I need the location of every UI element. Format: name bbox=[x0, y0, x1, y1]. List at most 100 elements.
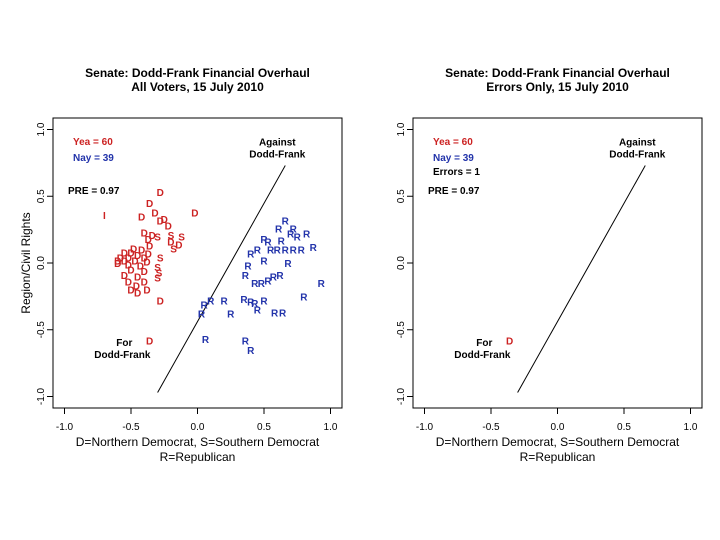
point-northern-democrat: D bbox=[114, 256, 121, 267]
against-label-2: Dodd-Frank bbox=[249, 150, 306, 161]
x-tick-label: 1.0 bbox=[324, 422, 338, 433]
panel-errors-only: Senate: Dodd-Frank Financial Overhaul Err… bbox=[396, 66, 703, 464]
point-republican: R bbox=[247, 298, 255, 309]
point-northern-democrat: D bbox=[131, 256, 138, 267]
chart-title: Senate: Dodd-Frank Financial Overhaul bbox=[85, 66, 310, 80]
point-republican: R bbox=[202, 335, 210, 346]
x-tick-label: -1.0 bbox=[416, 422, 434, 433]
point-northern-democrat: D bbox=[114, 259, 121, 270]
point-northern-democrat: D bbox=[121, 248, 128, 259]
point-republican: R bbox=[298, 246, 306, 257]
point-republican: R bbox=[270, 272, 278, 283]
point-republican: R bbox=[294, 232, 302, 243]
point-republican: R bbox=[282, 216, 290, 227]
point-republican: R bbox=[220, 296, 228, 307]
chart-subtitle: All Voters, 15 July 2010 bbox=[131, 80, 264, 94]
x-axis-label-2: R=Republican bbox=[520, 450, 596, 464]
point-republican: R bbox=[276, 271, 284, 282]
point-northern-democrat: D bbox=[143, 258, 150, 269]
point-northern-democrat: D bbox=[121, 256, 128, 267]
yea-count: Yea = 60 bbox=[73, 137, 113, 148]
point-republican: R bbox=[275, 224, 283, 235]
point-republican: R bbox=[300, 292, 308, 303]
point-republican: R bbox=[251, 279, 259, 290]
point-northern-democrat: D bbox=[149, 231, 156, 242]
point-northern-democrat: D bbox=[157, 216, 164, 227]
point-republican: R bbox=[278, 236, 286, 247]
point-republican: R bbox=[267, 246, 275, 257]
y-tick-label: 0.5 bbox=[396, 189, 407, 203]
x-tick-label: -0.5 bbox=[482, 422, 500, 433]
against-label: Against bbox=[259, 138, 296, 149]
errors-count: Errors = 1 bbox=[433, 167, 480, 178]
point-northern-democrat: D bbox=[145, 250, 152, 261]
cutting-line bbox=[157, 165, 286, 393]
point-northern-democrat: D bbox=[125, 260, 132, 271]
chart-title: Senate: Dodd-Frank Financial Overhaul bbox=[445, 66, 670, 80]
x-tick-label: -0.5 bbox=[122, 422, 140, 433]
point-northern-democrat: D bbox=[157, 188, 164, 199]
y-tick-label: 0.0 bbox=[36, 256, 47, 270]
point-southern-democrat: S bbox=[168, 231, 175, 242]
point-republican: R bbox=[274, 246, 282, 257]
point-northern-democrat: D bbox=[125, 278, 132, 289]
point-southern-democrat: S bbox=[154, 274, 161, 285]
x-tick-label: 1.0 bbox=[684, 422, 698, 433]
point-republican: R bbox=[260, 235, 268, 246]
point-republican: R bbox=[284, 259, 292, 270]
y-tick-label: -0.5 bbox=[396, 321, 407, 339]
point-republican: R bbox=[201, 300, 209, 311]
pre-value: PRE = 0.97 bbox=[428, 186, 480, 197]
point-northern-democrat: D bbox=[141, 267, 148, 278]
point-northern-democrat: D bbox=[121, 271, 128, 282]
x-tick-label: 0.5 bbox=[617, 422, 631, 433]
x-axis-label: D=Northern Democrat, S=Southern Democrat bbox=[436, 435, 680, 449]
y-tick-label: 0.0 bbox=[396, 256, 407, 270]
point-republican: R bbox=[242, 336, 250, 347]
point-republican: R bbox=[227, 310, 235, 321]
point-republican: R bbox=[260, 256, 268, 267]
point-northern-democrat: D bbox=[146, 242, 153, 253]
y-tick-label: -1.0 bbox=[396, 387, 407, 405]
point-republican: R bbox=[290, 246, 298, 257]
nay-count: Nay = 39 bbox=[73, 153, 114, 164]
point-northern-democrat: D bbox=[167, 238, 174, 249]
point-republican: R bbox=[242, 271, 250, 282]
point-republican: R bbox=[310, 243, 318, 254]
for-label: For bbox=[116, 338, 132, 349]
point-republican: R bbox=[264, 238, 272, 249]
point-republican: R bbox=[254, 306, 262, 317]
point-republican: R bbox=[303, 230, 311, 241]
point-northern-democrat: D bbox=[138, 246, 145, 257]
pre-value: PRE = 0.97 bbox=[68, 186, 120, 197]
point-republican: R bbox=[290, 224, 298, 235]
point-republican: R bbox=[271, 308, 279, 319]
x-tick-label: 0.5 bbox=[257, 422, 271, 433]
y-axis-label: Region/Civil Rights bbox=[19, 212, 33, 313]
against-label-2: Dodd-Frank bbox=[609, 150, 666, 161]
point-southern-democrat: S bbox=[170, 244, 177, 255]
point-republican: R bbox=[240, 295, 248, 306]
nay-count: Nay = 39 bbox=[433, 153, 474, 164]
point-republican: R bbox=[260, 296, 268, 307]
point-northern-democrat: D bbox=[133, 282, 140, 293]
point-republican: R bbox=[247, 346, 255, 357]
point-northern-democrat: D bbox=[141, 278, 148, 289]
point-republican: R bbox=[258, 279, 266, 290]
point-republican: R bbox=[198, 310, 206, 321]
point-republican: R bbox=[318, 279, 326, 290]
point-republican: R bbox=[207, 296, 215, 307]
point-republican: R bbox=[282, 246, 290, 257]
point-northern-democrat: D bbox=[157, 296, 164, 307]
point-republican: R bbox=[251, 299, 259, 310]
point-republican: R bbox=[279, 308, 287, 319]
point-southern-democrat: S bbox=[154, 232, 161, 243]
yea-count: Yea = 60 bbox=[433, 137, 473, 148]
point-northern-democrat: D bbox=[151, 208, 158, 219]
point-northern-democrat: D bbox=[191, 208, 198, 219]
point-northern-democrat: D bbox=[127, 266, 134, 277]
point-northern-democrat: D bbox=[127, 248, 134, 259]
point-northern-democrat: D bbox=[146, 336, 153, 347]
point-northern-democrat: D bbox=[143, 286, 150, 297]
